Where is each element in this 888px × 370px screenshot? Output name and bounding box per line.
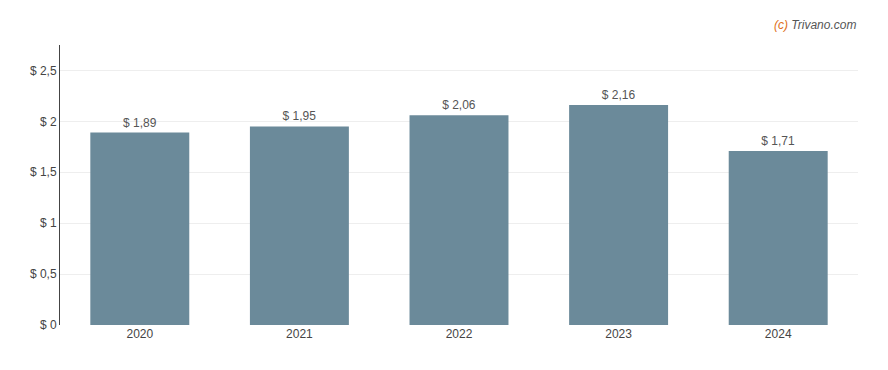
svg-text:$ 0: $ 0 (40, 318, 57, 332)
svg-text:2020: 2020 (126, 327, 153, 341)
svg-text:$ 2,5: $ 2,5 (30, 64, 57, 78)
svg-text:2022: 2022 (446, 327, 473, 341)
svg-text:$ 1: $ 1 (40, 216, 57, 230)
svg-text:2024: 2024 (765, 327, 792, 341)
svg-text:2021: 2021 (286, 327, 313, 341)
svg-text:$ 1,5: $ 1,5 (30, 165, 57, 179)
svg-text:$ 1,89: $ 1,89 (123, 116, 157, 130)
svg-text:$ 2,16: $ 2,16 (602, 88, 636, 102)
svg-text:$ 0,5: $ 0,5 (30, 267, 57, 281)
svg-text:2023: 2023 (605, 327, 632, 341)
svg-text:$ 1,71: $ 1,71 (761, 134, 795, 148)
svg-text:$ 2,06: $ 2,06 (442, 98, 476, 112)
svg-text:(c) Trivano.com: (c) Trivano.com (774, 18, 856, 32)
svg-text:$ 2: $ 2 (40, 115, 57, 129)
svg-text:$ 1,95: $ 1,95 (283, 109, 317, 123)
